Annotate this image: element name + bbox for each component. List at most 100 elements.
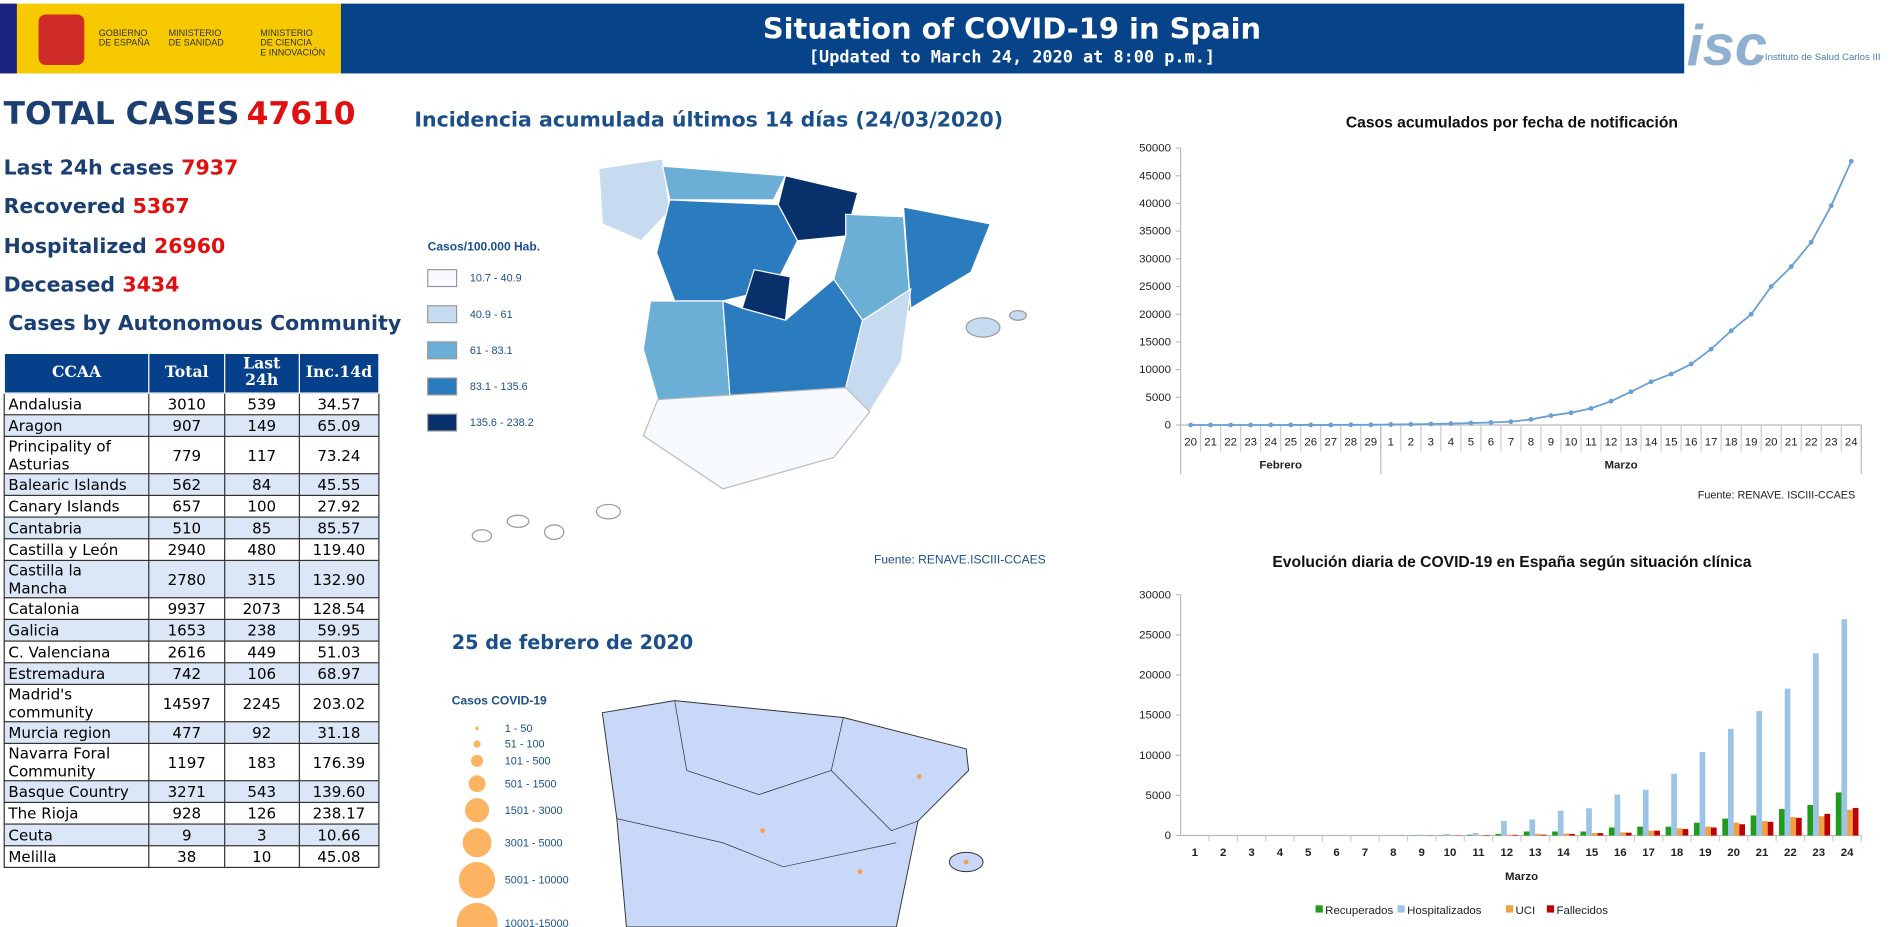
data-point — [1708, 346, 1714, 352]
table-row: Andalusia 3010 539 34.57 — [3, 392, 380, 416]
legend-label: 51 - 100 — [505, 739, 545, 751]
chart-title: Casos acumulados por fecha de notificaci… — [1346, 115, 1678, 132]
data-point — [1628, 389, 1634, 395]
group-label: Febrero — [1259, 459, 1302, 471]
table-cell: 562 — [148, 473, 226, 497]
data-point — [1388, 422, 1394, 427]
y-tick-label: 5000 — [1146, 790, 1171, 802]
y-tick-label: 15000 — [1139, 710, 1171, 722]
x-tick-label: 6 — [1333, 847, 1339, 859]
bar — [1750, 815, 1757, 836]
table-cell: Murcia region — [3, 721, 150, 745]
bar — [1813, 653, 1819, 836]
legend-label: 501 - 1500 — [505, 778, 557, 790]
legend-bubble — [468, 775, 486, 793]
y-tick-label: 5000 — [1146, 392, 1171, 404]
peninsula — [601, 700, 970, 927]
table-cell: 3 — [223, 823, 300, 847]
bar — [1852, 807, 1859, 836]
region — [777, 175, 859, 242]
x-tick-label: 5 — [1468, 436, 1474, 448]
table-cell: 2616 — [148, 640, 226, 664]
legend-label: Fallecidos — [1556, 905, 1608, 917]
table-cell: 27.92 — [298, 494, 380, 518]
table-cell: 85.57 — [298, 516, 380, 540]
total-label: TOTAL CASES — [3, 96, 240, 133]
islands — [471, 529, 493, 543]
x-tick-label: 15 — [1585, 847, 1598, 859]
table-cell: 73.24 — [298, 435, 380, 475]
series-line — [1190, 160, 1853, 426]
legend-label: 1501 - 3000 — [505, 805, 563, 817]
table-cell: 92 — [223, 721, 300, 745]
data-point — [1468, 420, 1474, 426]
table-row: Castilla y León 2940 480 119.40 — [3, 538, 380, 562]
bar — [1733, 822, 1740, 836]
table-cell: 85 — [223, 516, 300, 540]
data-point — [1428, 421, 1434, 427]
y-tick-label: 45000 — [1139, 170, 1171, 182]
table-cell: 742 — [148, 662, 226, 686]
bar — [1501, 821, 1507, 836]
header-title: Situation of COVID-19 in Spain — [763, 12, 1261, 46]
data-point — [1828, 203, 1834, 209]
legend-label: 3001 - 5000 — [505, 837, 563, 849]
x-tick-label: 5 — [1305, 847, 1312, 859]
borders — [831, 770, 919, 832]
table-cell: 9937 — [148, 597, 226, 621]
case-dot — [916, 774, 922, 779]
borders — [674, 700, 844, 795]
data-point — [1748, 311, 1754, 317]
region — [902, 206, 992, 310]
region — [642, 300, 731, 401]
table-cell: 3010 — [148, 392, 226, 416]
bar — [1722, 818, 1728, 836]
region — [598, 158, 671, 242]
table-cell: 510 — [148, 516, 226, 540]
table-cell: 34.57 — [298, 392, 380, 416]
table-cell: 106 — [223, 662, 300, 686]
bar — [1625, 832, 1632, 836]
incidence-map — [471, 158, 1028, 543]
y-tick-label: 30000 — [1139, 253, 1171, 265]
y-tick-label: 10000 — [1139, 750, 1171, 762]
table-cell: 31.18 — [298, 721, 380, 745]
x-tick-label: 20 — [1184, 436, 1197, 448]
x-tick-label: 27 — [1324, 436, 1337, 448]
bar — [1705, 826, 1711, 836]
table-cell: 126 — [223, 801, 300, 825]
ministry-label: E INNOVACIÓN — [260, 47, 325, 57]
bar — [1767, 821, 1774, 836]
bar — [1608, 827, 1615, 836]
bar — [1591, 833, 1598, 836]
data-point — [1848, 158, 1854, 164]
y-tick-label: 10000 — [1139, 364, 1171, 376]
table-row: Galicia 1653 238 59.95 — [3, 618, 380, 642]
x-tick-label: 8 — [1528, 436, 1534, 448]
bar — [1512, 834, 1519, 836]
legend-label: 5001 - 10000 — [505, 875, 569, 887]
stat-item: Hospitalized 26960 — [4, 234, 226, 258]
bar — [1671, 773, 1677, 836]
table-cell: 2245 — [223, 683, 300, 723]
x-tick-label: 1 — [1388, 436, 1394, 448]
bar — [1535, 833, 1541, 836]
table-cell: 315 — [223, 559, 300, 599]
data-point — [1728, 328, 1734, 334]
data-point — [1568, 410, 1574, 416]
bar — [1557, 810, 1564, 836]
table-cell: 139.60 — [298, 780, 380, 804]
bar — [1682, 829, 1689, 836]
x-tick-label: 26 — [1304, 436, 1317, 448]
ministry-label: GOBIERNO — [99, 28, 148, 38]
y-tick-label: 0 — [1165, 830, 1171, 842]
legend-swatch — [427, 413, 458, 432]
table-title: Cases by Autonomous Community — [8, 311, 402, 336]
chart-title: Evolución diaria de COVID-19 en España s… — [1272, 554, 1751, 571]
x-tick-label: 6 — [1488, 436, 1494, 448]
coat-of-arms — [38, 14, 85, 66]
data-point — [1608, 398, 1614, 404]
bar — [1818, 816, 1825, 836]
bar — [1762, 821, 1768, 836]
